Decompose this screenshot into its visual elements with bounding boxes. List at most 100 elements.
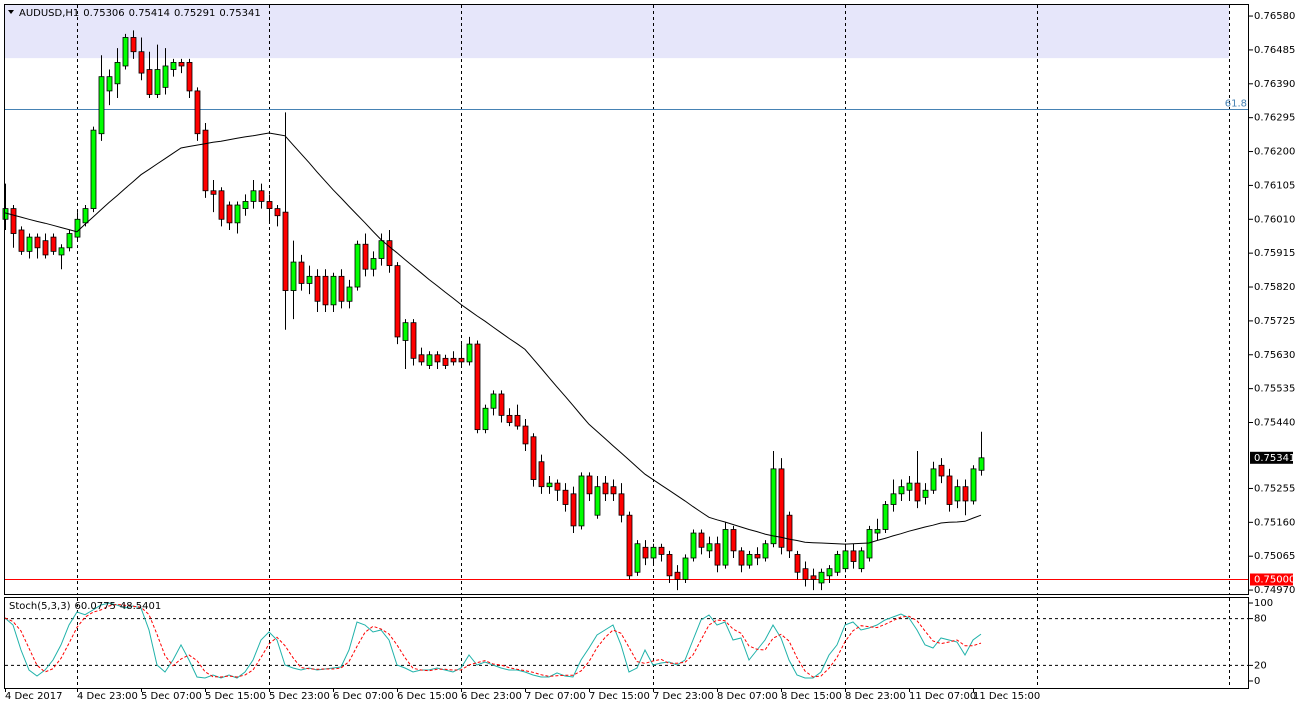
candle-body (666, 554, 673, 577)
candle-body (578, 475, 585, 527)
candle-body (770, 468, 777, 545)
candle-body (858, 550, 865, 570)
candle-body (922, 489, 929, 498)
candle-body (594, 486, 601, 516)
signal-last: 48.5401 (120, 601, 161, 612)
candle-body (378, 240, 385, 259)
candle-body (250, 190, 257, 202)
candle-body (514, 414, 521, 427)
candle-body (866, 529, 873, 559)
candle-body (210, 190, 217, 195)
candle-body (458, 357, 465, 363)
candle-body (826, 568, 833, 577)
candle-body (978, 457, 985, 471)
indicator-header: Stoch(5,3,3) 60.0775 48.5401 (9, 601, 161, 612)
candle-body (490, 393, 497, 409)
y-tick-label: 0.75820 (1254, 282, 1295, 293)
candle-body (842, 550, 849, 570)
symbol-header: AUDUSD,H1 0.75306 0.75414 0.75291 0.75341 (19, 8, 261, 19)
candle-body (722, 529, 729, 566)
candle-body (970, 468, 977, 502)
candle-body (906, 482, 913, 491)
level-price-box (1250, 573, 1293, 586)
y-tick-label: 0.75065 (1254, 551, 1295, 562)
y-tick-label: 0.76580 (1254, 11, 1295, 22)
x-tick-label: 5 Dec 23:00 (269, 691, 330, 702)
candle-body (226, 204, 233, 224)
candle-body (314, 275, 321, 302)
symbol: AUDUSD,H1 (19, 8, 79, 19)
candle-body (946, 475, 953, 505)
candle-body (98, 76, 105, 135)
y-tick-label: 0.76390 (1254, 79, 1295, 90)
candle-body (898, 486, 905, 495)
candle-body (322, 275, 329, 306)
x-tick-label: 7 Dec 15:00 (589, 691, 650, 702)
candle-body (610, 486, 617, 495)
candle-body (394, 265, 401, 338)
candle-body (562, 489, 569, 505)
level-label: 61.8 (1225, 99, 1247, 110)
candle-body (266, 201, 273, 209)
level-price-label: 0.75000 (1254, 575, 1295, 586)
candle-body (146, 69, 153, 95)
candle-body (682, 557, 689, 580)
candle-body (170, 62, 177, 70)
low: 0.75291 (174, 8, 215, 19)
candle-body (290, 261, 297, 291)
candle-body (354, 243, 361, 288)
candle-body (346, 286, 353, 302)
candle-body (818, 571, 825, 584)
candle-body (154, 69, 161, 95)
menu-triangle[interactable] (8, 10, 14, 14)
candle-body (402, 322, 409, 341)
candle-body (186, 62, 193, 92)
stoch-signal (4, 603, 982, 678)
candle-body (618, 493, 625, 516)
indicator-title: Stoch(5,3,3) (9, 601, 71, 612)
candle-body (26, 236, 33, 252)
candle-body (658, 546, 665, 555)
candle-body (338, 275, 345, 302)
candle-body (810, 575, 817, 580)
x-tick-label: 8 Dec 15:00 (781, 691, 842, 702)
y-tick-label: 0.75255 (1254, 483, 1295, 494)
y-tick-label: 0.75630 (1254, 350, 1295, 361)
candle-body (762, 543, 769, 559)
x-tick-label: 4 Dec 2017 (5, 691, 63, 702)
candle-body (362, 243, 369, 270)
candle-body (730, 529, 737, 552)
candle-body (690, 532, 697, 559)
candle-body (298, 261, 305, 284)
stoch-main (4, 602, 982, 679)
candle-body (90, 129, 97, 209)
candle-body (50, 236, 57, 252)
candle-body (410, 322, 417, 359)
x-tick-label: 11 Dec 07:00 (909, 691, 976, 702)
candle-body (66, 233, 73, 249)
candle-body (530, 436, 537, 480)
high: 0.75414 (129, 8, 170, 19)
y-tick-label: 0.75535 (1254, 384, 1295, 395)
x-tick-label: 6 Dec 15:00 (397, 691, 458, 702)
indicator-y-tick-label: 20 (1254, 660, 1267, 671)
candle-body (962, 486, 969, 502)
x-tick-label: 7 Dec 07:00 (525, 691, 586, 702)
candle-body (162, 65, 169, 88)
candle-body (138, 51, 145, 74)
candle-body (218, 190, 225, 220)
candle-body (570, 493, 577, 527)
candle-body (42, 240, 49, 256)
y-tick-label: 0.75915 (1254, 248, 1295, 259)
candle-body (874, 529, 881, 534)
candle-body (474, 343, 481, 431)
candle-body (106, 76, 113, 92)
candle-body (602, 482, 609, 495)
plot-layer: 0.76580 0.76485 0.76390 0.76295 0.76200 0.761… (2, 5, 1295, 702)
candle-body (794, 554, 801, 573)
candle-body (34, 236, 41, 249)
candle-body (282, 211, 289, 291)
candle-body (18, 229, 25, 252)
indicator-y-tick-label: 80 (1254, 614, 1267, 625)
